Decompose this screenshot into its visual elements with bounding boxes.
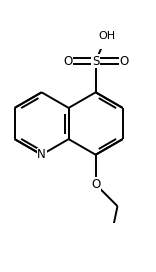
Text: O: O	[63, 55, 72, 68]
Text: N: N	[37, 148, 46, 161]
Text: O: O	[91, 178, 100, 191]
Text: OH: OH	[98, 31, 115, 41]
Text: O: O	[119, 55, 128, 68]
Text: S: S	[92, 55, 99, 68]
